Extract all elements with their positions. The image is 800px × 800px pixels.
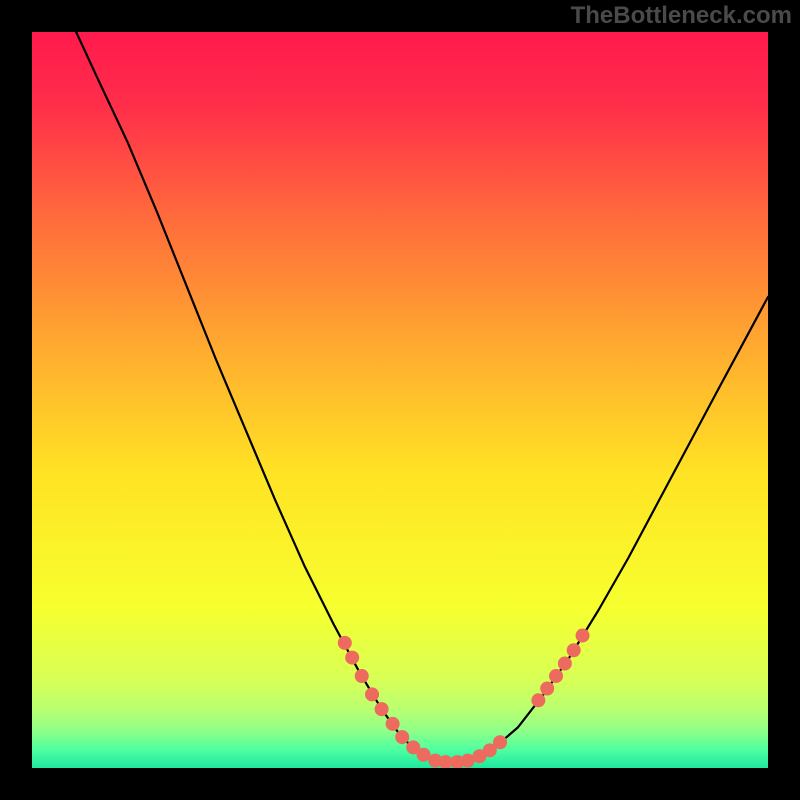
- marker-left: [338, 636, 352, 650]
- marker-left: [395, 730, 409, 744]
- canvas-outer: TheBottleneck.com: [0, 0, 800, 800]
- marker-left: [355, 669, 369, 683]
- marker-right: [576, 629, 590, 643]
- bottleneck-chart: [32, 32, 768, 768]
- marker-right: [549, 669, 563, 683]
- marker-right: [531, 693, 545, 707]
- marker-left: [345, 651, 359, 665]
- plot-background: [32, 32, 768, 768]
- attribution-label: TheBottleneck.com: [571, 2, 792, 30]
- marker-right: [540, 682, 554, 696]
- marker-right: [558, 656, 572, 670]
- marker-right: [567, 643, 581, 657]
- marker-left: [365, 687, 379, 701]
- marker-left: [493, 735, 507, 749]
- marker-left: [375, 702, 389, 716]
- marker-left: [386, 717, 400, 731]
